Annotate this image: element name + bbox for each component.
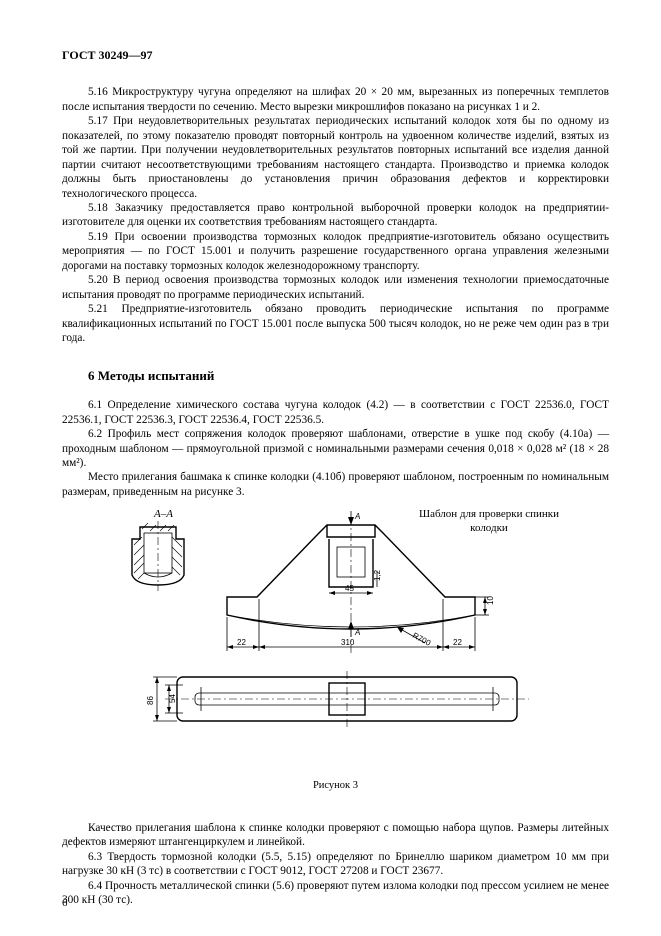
para-after-fig: Качество прилегания шаблона к спинке кол… bbox=[62, 821, 609, 850]
dim-1-2: 1,2 bbox=[373, 570, 382, 582]
para-5-21: 5.21 Предприятие-изготовитель обязано пр… bbox=[62, 302, 609, 345]
para-6-3: 6.3 Твердость тормозной колодки (5.5, 5.… bbox=[62, 850, 609, 879]
section-arrow-a-bottom: А bbox=[354, 628, 360, 637]
dim-45: 45 bbox=[345, 584, 354, 593]
dim-22a: 22 bbox=[237, 638, 246, 647]
page-number: 6 bbox=[62, 896, 68, 910]
para-6-2b: Место прилегания башмака к спинке колодк… bbox=[62, 470, 609, 499]
para-5-17: 5.17 При неудовлетворительных результата… bbox=[62, 114, 609, 201]
page: ГОСТ 30249—97 5.16 Микроструктуру чугуна… bbox=[0, 0, 661, 936]
figure-caption: Рисунок 3 bbox=[62, 779, 609, 792]
dim-r700: R700 bbox=[411, 631, 433, 648]
para-5-19: 5.19 При освоении производства тормозных… bbox=[62, 230, 609, 273]
dim-310: 310 bbox=[341, 638, 355, 647]
figure-3: А–А Шаблон для проверки спинки колодки bbox=[62, 505, 609, 775]
para-6-1: 6.1 Определение химического состава чугу… bbox=[62, 398, 609, 427]
dim-54: 54 bbox=[168, 694, 177, 703]
dim-86: 86 bbox=[146, 696, 155, 705]
para-5-20: 5.20 В период освоения производства торм… bbox=[62, 273, 609, 302]
section-arrow-a-top: А bbox=[354, 512, 360, 521]
dim-22b: 22 bbox=[453, 638, 462, 647]
para-6-2: 6.2 Профиль мест сопряжения колодок пров… bbox=[62, 427, 609, 470]
section-6-title: 6 Методы испытаний bbox=[62, 368, 609, 385]
para-6-4: 6.4 Прочность металлической спинки (5.6)… bbox=[62, 879, 609, 908]
para-5-18: 5.18 Заказчику предоставляется право кон… bbox=[62, 201, 609, 230]
figure-svg: 45 1,2 10 22 bbox=[62, 505, 602, 765]
para-5-16: 5.16 Микроструктуру чугуна определяют на… bbox=[62, 85, 609, 114]
dim-10: 10 bbox=[486, 596, 495, 605]
document-id: ГОСТ 30249—97 bbox=[62, 48, 609, 63]
